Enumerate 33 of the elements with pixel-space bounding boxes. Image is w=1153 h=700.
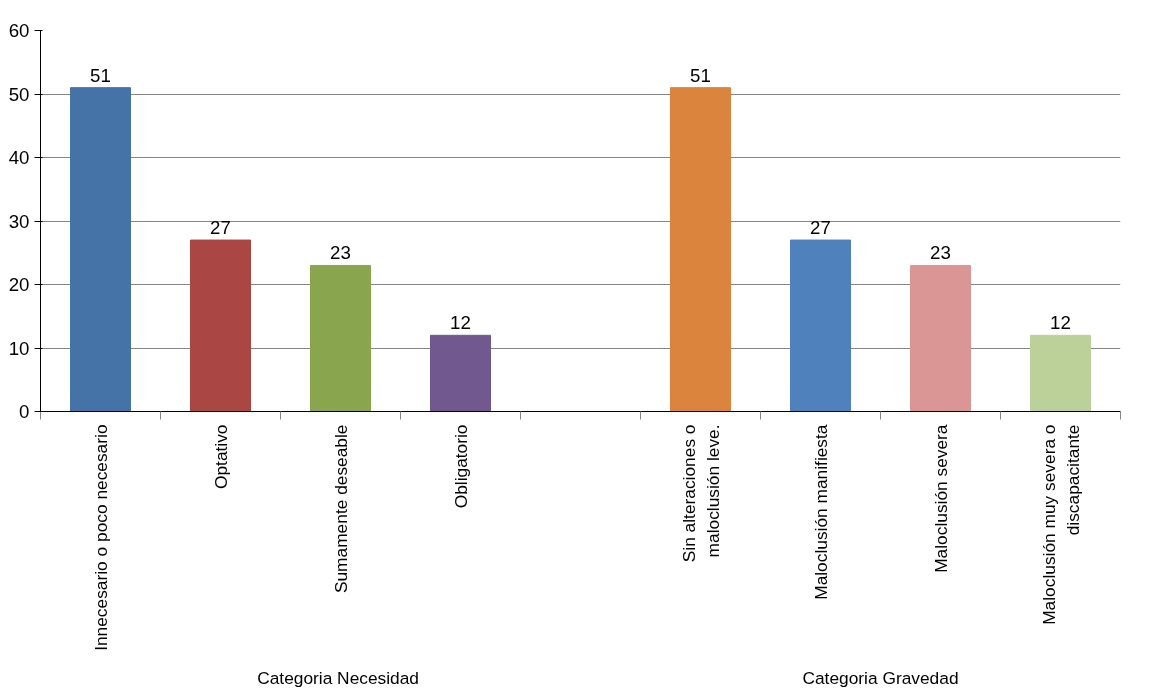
x-tick-label: Maloclusión severa (930, 424, 951, 573)
y-tick-label: 0 (19, 401, 30, 422)
x-tick-label: Sin alteraciones o maloclusión leve. (678, 424, 723, 563)
x-tick-label: Sumamente deseable (330, 424, 351, 594)
data-label: 12 (450, 312, 471, 334)
x-tick-label: Maloclusión manifiesta (810, 424, 831, 600)
bar (790, 239, 851, 412)
bar (670, 87, 731, 412)
y-tick-label: 30 (8, 210, 30, 232)
y-tick-label: 50 (8, 83, 30, 105)
x-tick-label: Optativo (210, 424, 231, 490)
x-tick-label: Obligatorio (450, 424, 471, 509)
data-label: 51 (90, 64, 111, 86)
bar (1030, 334, 1091, 412)
data-label: 27 (210, 217, 231, 239)
text: Categoria Gravedad (802, 667, 959, 688)
y-tick-label: 60 (8, 20, 30, 41)
bar (310, 264, 371, 412)
bar (430, 334, 491, 412)
data-label: 27 (810, 217, 831, 239)
bar (190, 239, 251, 412)
bar (70, 87, 131, 412)
text: Categoria Necesidad (257, 667, 420, 688)
y-tick-label: 10 (8, 337, 30, 359)
bar (910, 264, 971, 412)
data-label: 51 (690, 64, 711, 86)
data-label: 23 (930, 242, 951, 264)
data-label: 12 (1050, 312, 1071, 334)
x-tick-label: Maloclusión muy severa o discapacitante (1038, 424, 1083, 625)
y-tick-label: 20 (8, 274, 30, 295)
x-tick-label: Innecesario o poco necesario (90, 424, 111, 651)
y-tick-label: 40 (8, 147, 30, 168)
data-label: 23 (330, 242, 351, 264)
